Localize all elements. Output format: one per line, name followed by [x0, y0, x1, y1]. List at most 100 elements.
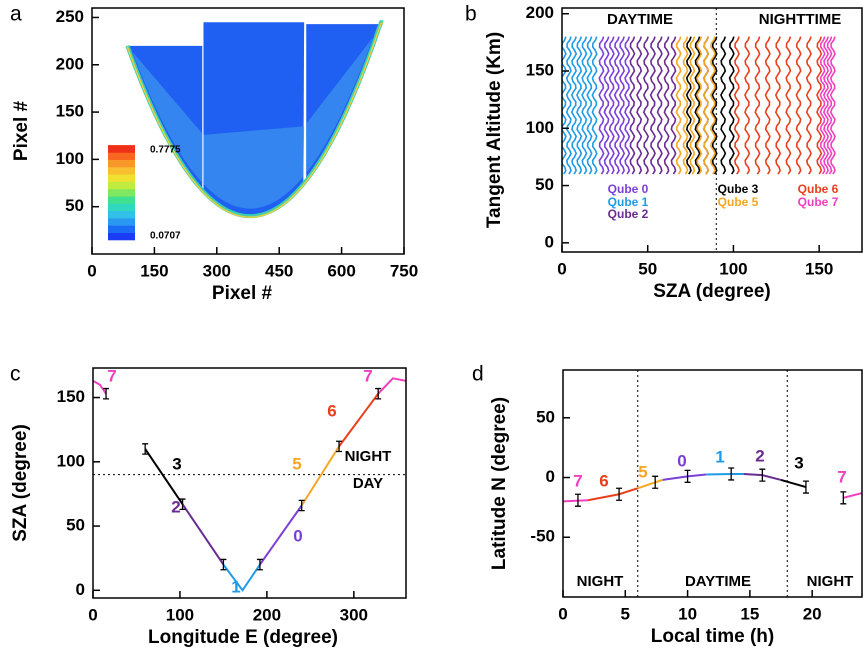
profile	[671, 37, 675, 174]
colorbar-cell	[108, 152, 135, 160]
y-tick-label: -50	[530, 527, 555, 546]
colorbar-cell	[108, 167, 135, 175]
x-tick-label: 10	[678, 604, 697, 623]
series-line	[843, 493, 862, 498]
profile	[704, 37, 708, 174]
legend-entry: Qube 5	[718, 195, 759, 209]
profile	[730, 37, 734, 174]
profile	[745, 37, 749, 174]
profile	[735, 37, 739, 174]
series-label: 6	[327, 401, 336, 420]
series-label: 3	[172, 454, 181, 473]
legend-entry: Qube 7	[798, 195, 839, 209]
profile	[625, 37, 629, 174]
x-tick-label: 0	[88, 605, 97, 624]
panel-label: c	[10, 363, 21, 386]
x-tick-label: 15	[740, 604, 759, 623]
profile	[630, 37, 634, 174]
x-axis-title: Local time (h)	[651, 626, 775, 647]
x-axis-title: SZA (degree)	[653, 281, 771, 302]
annotation: DAYTIME	[685, 573, 751, 590]
panel-label: a	[10, 3, 22, 26]
x-tick-label: 50	[638, 259, 657, 278]
y-axis-title: Pixel #	[11, 100, 32, 161]
series-label: 1	[715, 447, 724, 466]
profile	[582, 37, 586, 174]
y-tick-label: 0	[76, 580, 85, 599]
y-tick-label: 100	[56, 149, 84, 168]
colorbar-label: 0.0707	[150, 231, 181, 242]
profile	[776, 37, 780, 174]
y-tick-label: 50	[535, 175, 554, 194]
annotation: NIGHTTIME	[759, 11, 842, 28]
series-label: 1	[231, 577, 240, 596]
y-tick-label: 150	[56, 102, 84, 121]
profile	[587, 37, 591, 174]
profile	[637, 37, 641, 174]
profile	[721, 37, 725, 174]
y-tick-label: 150	[57, 387, 85, 406]
panel-label: b	[465, 3, 477, 26]
y-tick-label: 0	[546, 467, 555, 486]
series-line	[781, 480, 806, 487]
profile	[572, 37, 576, 174]
colorbar-cell	[108, 204, 135, 212]
y-axis-title: SZA (degree)	[10, 424, 31, 542]
profile	[766, 37, 770, 174]
legend-entry: Qube 0	[608, 182, 649, 196]
series-label: 7	[363, 366, 372, 385]
profile	[599, 37, 603, 174]
profile	[651, 37, 655, 174]
y-tick-label: 200	[56, 54, 84, 73]
colorbar-cell	[108, 211, 135, 219]
figure: 0.77750.07070150300450600750501001502002…	[0, 0, 863, 654]
x-tick-label: 200	[253, 605, 281, 624]
y-tick-label: 50	[65, 196, 84, 215]
y-tick-label: 100	[57, 451, 85, 470]
series-label: 6	[599, 471, 608, 490]
series-label: 5	[292, 454, 301, 473]
annotation: DAY	[353, 475, 383, 492]
x-tick-label: 0	[87, 261, 96, 280]
page: {"chart_data": [ {"type": "image", "pane…	[0, 0, 863, 654]
colorbar-cell	[108, 174, 135, 182]
legend-entry: Qube 6	[798, 182, 839, 196]
x-axis-title: Pixel #	[212, 283, 273, 304]
panel-label: d	[472, 363, 484, 386]
profile	[817, 37, 821, 174]
profile	[592, 37, 596, 174]
x-tick-label: 450	[265, 261, 293, 280]
profile	[658, 37, 662, 174]
profile	[796, 37, 800, 174]
colorbar-cell	[108, 233, 135, 241]
series-line	[223, 565, 260, 591]
legend-entry: Qube 3	[718, 182, 759, 196]
x-tick-label: 150	[805, 259, 833, 278]
profile	[610, 37, 614, 174]
x-tick-label: 300	[340, 605, 368, 624]
colorbar-cell	[108, 145, 135, 153]
profile	[664, 37, 668, 174]
y-tick-label: 150	[526, 60, 554, 79]
plot-area	[127, 22, 383, 217]
y-tick-label: 0	[545, 232, 554, 251]
colorbar-cell	[108, 182, 135, 190]
y-tick-label: 50	[536, 407, 555, 426]
x-tick-label: 0	[557, 259, 566, 278]
x-tick-label: 750	[390, 261, 418, 280]
series-line	[93, 381, 106, 394]
annotation: NIGHT	[577, 573, 624, 590]
colorbar-cell	[108, 160, 135, 168]
profile	[676, 37, 680, 174]
x-tick-label: 0	[558, 604, 567, 623]
series-label: 7	[837, 467, 846, 486]
colorbar-cell	[108, 189, 135, 197]
profile	[615, 37, 619, 174]
plot-area	[562, 37, 836, 174]
profile	[786, 37, 790, 174]
y-tick-label: 200	[526, 3, 554, 22]
y-tick-label: 100	[526, 118, 554, 137]
profile	[604, 37, 608, 174]
x-tick-label: 600	[327, 261, 355, 280]
series-label: 3	[794, 453, 803, 472]
